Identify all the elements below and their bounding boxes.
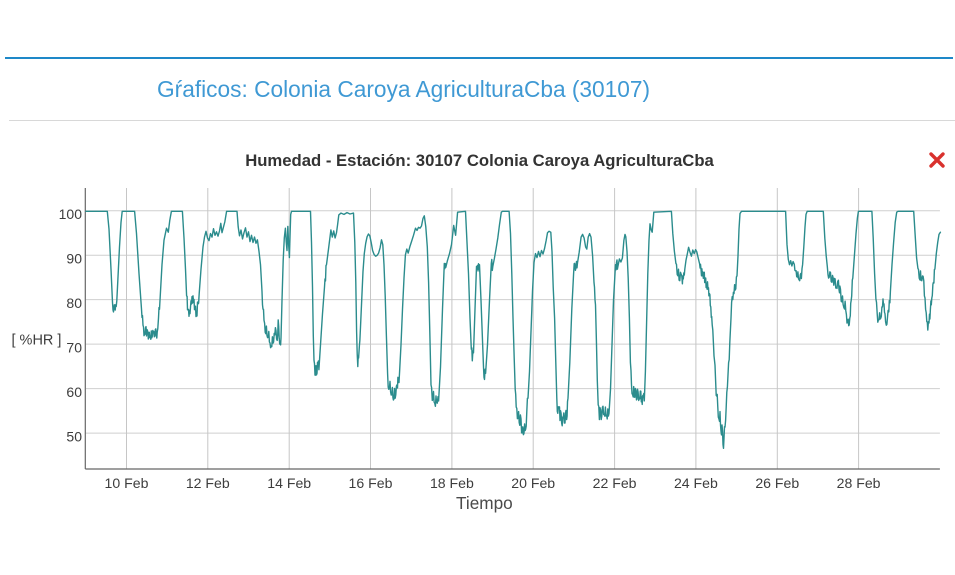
svg-text:24 Feb: 24 Feb bbox=[674, 475, 718, 491]
svg-text:14 Feb: 14 Feb bbox=[267, 475, 311, 491]
svg-text:90: 90 bbox=[66, 251, 82, 267]
svg-text:50: 50 bbox=[66, 429, 82, 445]
svg-text:100: 100 bbox=[59, 206, 83, 222]
svg-text:16 Feb: 16 Feb bbox=[349, 475, 393, 491]
svg-text:28 Feb: 28 Feb bbox=[837, 475, 881, 491]
svg-text:12 Feb: 12 Feb bbox=[186, 475, 230, 491]
svg-text:70: 70 bbox=[66, 340, 82, 356]
svg-text:18 Feb: 18 Feb bbox=[430, 475, 474, 491]
svg-text:[ %HR ]: [ %HR ] bbox=[12, 332, 62, 348]
svg-text:60: 60 bbox=[66, 384, 82, 400]
svg-text:20 Feb: 20 Feb bbox=[511, 475, 555, 491]
svg-text:80: 80 bbox=[66, 295, 82, 311]
svg-text:26 Feb: 26 Feb bbox=[755, 475, 799, 491]
svg-text:22 Feb: 22 Feb bbox=[593, 475, 637, 491]
svg-text:Tiempo: Tiempo bbox=[456, 493, 513, 513]
svg-text:10 Feb: 10 Feb bbox=[105, 475, 149, 491]
